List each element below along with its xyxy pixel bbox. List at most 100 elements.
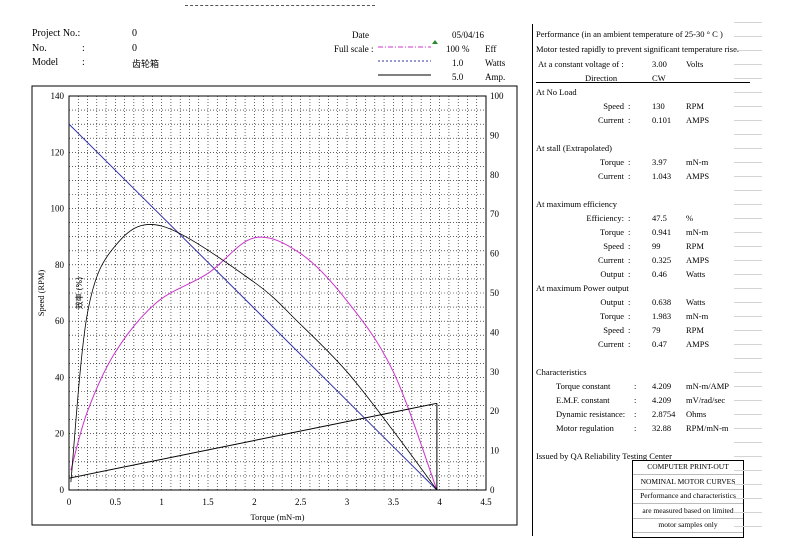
side-rule xyxy=(734,22,762,23)
metric-value: 0.941 xyxy=(652,227,672,237)
voltage-unit: Volts xyxy=(686,59,704,69)
metric-value: 130 xyxy=(652,101,665,111)
print-out-box-line: are measured based on limited xyxy=(642,505,734,515)
print-out-box-rule xyxy=(633,503,743,504)
metric-unit: RPM xyxy=(686,325,704,335)
print-out-box-rule xyxy=(633,517,743,519)
side-rule xyxy=(734,498,762,499)
project-label: Project No.: xyxy=(32,28,81,39)
chart-frame xyxy=(31,85,518,526)
metric-unit: mN-m xyxy=(686,157,709,167)
perf-title: Performance (in an ambient temperature o… xyxy=(536,29,723,39)
issued-by: Issued by QA Reliability Testing Center xyxy=(536,451,672,461)
side-rule xyxy=(734,512,762,513)
side-rule xyxy=(734,92,762,93)
metric-value: 3.97 xyxy=(652,157,667,167)
x-tick-label: 1.5 xyxy=(202,497,214,507)
metric-unit: AMPS xyxy=(686,115,710,125)
side-rule xyxy=(734,204,762,205)
direction-underline xyxy=(536,82,750,83)
side-rule xyxy=(734,330,762,331)
x-tick-label: 2 xyxy=(252,497,257,507)
section-title: At No Load xyxy=(536,87,577,97)
print-out-box-rule xyxy=(633,532,743,533)
model-value: 齿轮箱 xyxy=(132,60,160,70)
side-rule xyxy=(734,36,762,37)
side-rule xyxy=(734,218,762,219)
char-unit: mN-m/AMP xyxy=(686,381,729,391)
y2-tick-label: 70 xyxy=(490,209,500,219)
voltage-value: 3.00 xyxy=(652,59,667,69)
y2-tick-label: 20 xyxy=(490,406,500,416)
metric-colon: : xyxy=(628,115,631,125)
current-line xyxy=(68,402,437,479)
metric-unit: mN-m xyxy=(686,311,709,321)
y-tick-label: 120 xyxy=(51,147,65,157)
fs-amp-name: Amp. xyxy=(485,72,506,82)
voltage-label: At a constant voltage of : xyxy=(538,59,624,69)
char-unit: mV/rad/sec xyxy=(686,395,726,405)
metric-colon: : xyxy=(628,213,631,223)
fs-eff-value: 100 xyxy=(446,44,460,54)
char-colon: : xyxy=(634,423,637,433)
char-label: Dynamic resistance: xyxy=(556,409,626,419)
metric-value: 99 xyxy=(652,241,661,251)
section-title: At stall (Extrapolated) xyxy=(536,143,613,153)
metric-colon: : xyxy=(628,339,631,349)
y2-tick-label: 10 xyxy=(490,446,500,456)
y2-tick-label: 90 xyxy=(490,130,500,140)
y2-tick-label: 0 xyxy=(490,485,495,495)
metric-colon: : xyxy=(628,311,631,321)
metric-label: Current xyxy=(598,339,624,349)
metric-label: Speed xyxy=(603,101,624,111)
metric-value: 0.325 xyxy=(652,255,672,265)
metric-label: Torque xyxy=(600,311,624,321)
x-tick-label: 4.5 xyxy=(480,497,492,507)
char-label: Motor regulation xyxy=(556,423,614,433)
metric-colon: : xyxy=(628,227,631,237)
metric-colon: : xyxy=(628,171,631,181)
no-colon: : xyxy=(82,43,85,54)
x-tick-label: 3.5 xyxy=(388,497,400,507)
fullscale-legend-lines xyxy=(378,46,431,76)
fs-watts-name: Watts xyxy=(485,58,506,68)
side-rule xyxy=(734,400,762,401)
side-rule xyxy=(734,134,762,135)
metric-value: 79 xyxy=(652,325,661,335)
fs-watts-value: 1.0 xyxy=(452,58,464,68)
side-rule xyxy=(734,190,762,191)
char-label: Torque constant xyxy=(556,381,611,391)
plot-area xyxy=(68,95,487,491)
fs-amp-value: 5.0 xyxy=(452,72,464,82)
side-rule xyxy=(734,456,762,457)
print-out-box-line: motor samples only xyxy=(658,520,718,529)
date-value: 05/04/16 xyxy=(452,30,485,40)
char-label: E.M.F. constant xyxy=(556,395,610,405)
side-rule xyxy=(734,78,762,79)
y-tick-label: 140 xyxy=(51,91,65,101)
metric-value: 1.983 xyxy=(652,311,672,321)
print-out-box xyxy=(632,460,744,538)
side-rule xyxy=(734,386,762,387)
char-colon: : xyxy=(634,409,637,419)
metric-unit: AMPS xyxy=(686,255,710,265)
x-tick-label: 1 xyxy=(159,497,164,507)
x-tick-label: 0.5 xyxy=(110,497,122,507)
metric-unit: % xyxy=(686,213,694,223)
metric-colon: : xyxy=(628,269,631,279)
metric-label: Current xyxy=(598,255,624,265)
side-rule xyxy=(734,148,762,149)
print-out-box-rule xyxy=(633,488,743,490)
efficiency-curve xyxy=(70,236,438,491)
y-tick-label: 20 xyxy=(55,429,65,439)
y2-tick-label: 80 xyxy=(490,170,500,180)
metric-label: Output xyxy=(600,269,624,279)
fs-eff-name: Eff xyxy=(485,44,497,54)
no-value: 0 xyxy=(132,43,137,54)
side-rule xyxy=(734,176,762,177)
metric-label: Efficiency: xyxy=(586,213,624,223)
metric-value: 0.46 xyxy=(652,269,667,279)
side-rule xyxy=(734,442,762,443)
no-label: No. xyxy=(32,43,47,54)
metric-colon: : xyxy=(628,325,631,335)
